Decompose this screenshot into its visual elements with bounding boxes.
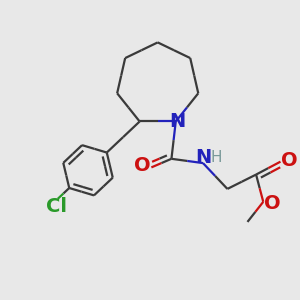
Text: O: O [134,157,151,175]
Text: N: N [169,112,185,131]
Text: O: O [281,151,298,170]
Text: H: H [210,150,222,165]
Text: N: N [195,148,211,167]
Text: O: O [264,194,280,213]
Text: Cl: Cl [46,196,67,215]
